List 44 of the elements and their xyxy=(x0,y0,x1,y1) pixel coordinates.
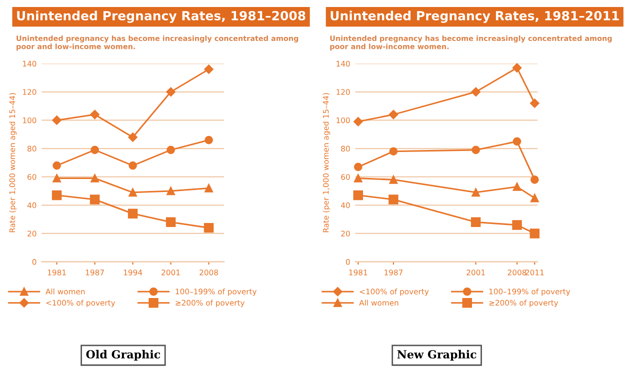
point xyxy=(90,110,100,120)
point xyxy=(90,146,99,154)
point xyxy=(128,161,137,170)
text: Old Graphic xyxy=(86,350,160,361)
point xyxy=(166,186,175,196)
point xyxy=(90,174,99,182)
point xyxy=(512,182,522,191)
point xyxy=(52,116,62,125)
point xyxy=(354,174,362,182)
point xyxy=(52,174,61,182)
chart-title: Unintended Pregnancy Rates, 1981–2011 xyxy=(330,10,619,23)
point xyxy=(389,147,398,156)
point xyxy=(204,136,213,144)
point xyxy=(204,222,214,233)
point xyxy=(530,176,539,184)
point xyxy=(166,146,175,154)
point xyxy=(353,190,364,200)
chart-title: Unintended Pregnancy Rates, 1981–2008 xyxy=(17,10,306,23)
point xyxy=(128,132,138,142)
point xyxy=(530,98,540,108)
point xyxy=(472,188,480,197)
point xyxy=(128,208,138,219)
point xyxy=(530,228,540,238)
point xyxy=(471,87,480,97)
point xyxy=(204,184,213,192)
point xyxy=(472,146,480,154)
point xyxy=(52,161,61,170)
text: New Graphic xyxy=(397,350,476,361)
point xyxy=(388,194,398,204)
point xyxy=(512,220,522,230)
point xyxy=(470,217,481,228)
point xyxy=(166,217,176,228)
point xyxy=(512,63,522,72)
point xyxy=(389,176,398,184)
point xyxy=(354,117,363,126)
point xyxy=(166,87,176,97)
point xyxy=(90,194,100,204)
point xyxy=(530,194,539,202)
point xyxy=(354,162,362,172)
point xyxy=(512,137,522,146)
point xyxy=(388,110,398,120)
point xyxy=(128,188,137,197)
point xyxy=(204,64,214,74)
point xyxy=(52,190,62,200)
